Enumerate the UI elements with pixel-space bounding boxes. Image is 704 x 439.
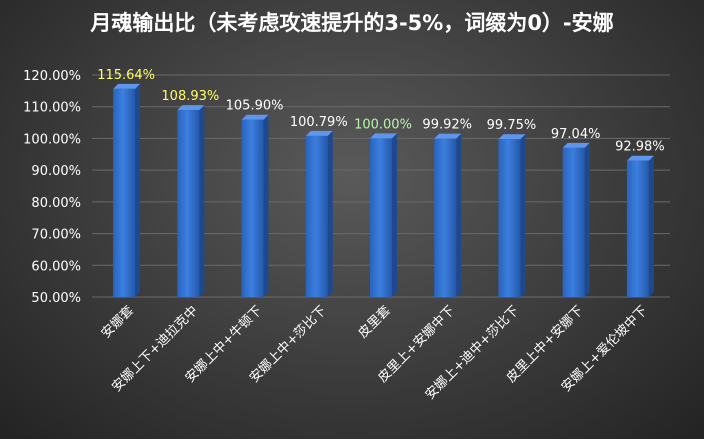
bar-side [327,130,333,297]
bar-side [392,133,397,297]
bar-side [135,83,141,298]
y-tick-label: 100.00% [23,132,81,147]
bar-side [648,155,654,297]
bar [113,88,136,298]
bar-side [520,134,526,297]
y-tick-label: 50.00% [31,291,81,306]
bar [241,119,264,298]
bar-side [456,133,462,297]
bar [177,110,200,297]
y-tick-label: 90.00% [31,164,81,179]
bar [626,160,649,297]
bar-top [241,114,269,120]
y-tick-label: 80.00% [31,196,81,211]
bar-side [263,114,269,298]
data-label: 99.92% [422,118,472,133]
bar [498,139,521,297]
data-label: 108.93% [161,89,219,104]
y-tick-label: 60.00% [31,259,81,274]
data-label: 105.90% [226,99,284,114]
data-label: 97.04% [551,127,601,142]
bar-top [562,142,590,148]
bars-layer [113,83,654,298]
bar [305,135,328,297]
y-tick-label: 110.00% [23,101,81,116]
data-label: 99.75% [487,118,537,133]
data-label: 100.79% [290,115,348,130]
bar-top [370,133,397,139]
bar [370,138,392,297]
bar-side [584,142,590,297]
bar-top [113,83,141,89]
category-label: 皮里套 [355,303,394,342]
bar-top [305,130,333,136]
bar [562,147,585,297]
y-tick-label: 120.00% [23,69,81,84]
data-label: 100.00% [354,117,412,132]
category-label: 安娜套 [98,303,137,342]
bar [434,138,457,297]
bar-side [199,105,205,297]
chart-title: 月魂输出比（未考虑攻速提升的3-5%，词缀为0）-安娜 [89,11,613,35]
y-tick-label: 70.00% [31,228,81,243]
bar-top [498,134,526,140]
data-label: 115.64% [97,68,155,83]
bar-top [177,105,205,111]
bar-top [626,155,654,161]
bar-top [434,133,462,139]
data-label: 92.98% [615,140,665,155]
